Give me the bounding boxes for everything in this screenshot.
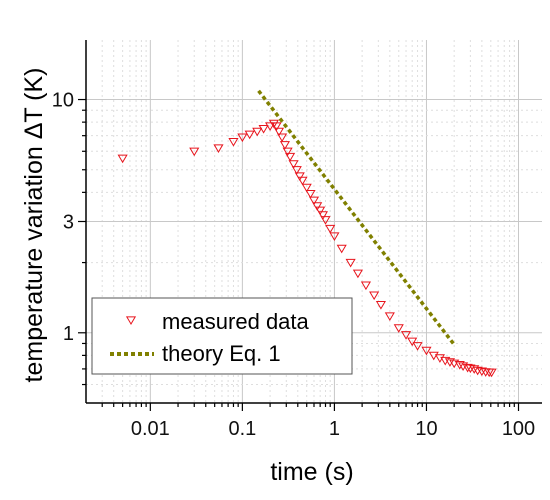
data-point	[268, 119, 279, 129]
data-point	[288, 160, 299, 169]
legend-marker-measured	[125, 316, 137, 325]
data-point	[454, 361, 465, 370]
plot-area	[117, 89, 497, 378]
data-point	[228, 137, 239, 147]
data-point	[252, 127, 263, 137]
x-tick-label: 0.1	[228, 418, 256, 440]
data-point	[117, 154, 128, 164]
legend-marker-triangle	[125, 316, 137, 325]
data-point	[462, 363, 473, 373]
data-point	[465, 364, 476, 374]
data-point	[352, 269, 363, 279]
legend-label-measured: measured data	[162, 309, 310, 334]
data-point	[345, 258, 356, 268]
data-point	[277, 133, 288, 143]
data-point	[486, 368, 497, 378]
data-point	[237, 133, 248, 143]
data-point	[273, 127, 285, 137]
data-point	[325, 224, 336, 234]
data-point	[308, 196, 320, 206]
data-point	[393, 324, 404, 333]
data-point	[369, 291, 380, 301]
data-point	[407, 337, 418, 347]
data-point	[476, 367, 487, 377]
data-point	[305, 189, 316, 199]
data-point	[312, 202, 323, 211]
data-point	[213, 144, 224, 153]
y-axis-title: temperature variation ΔT (K)	[20, 68, 48, 383]
data-point	[291, 166, 302, 175]
x-tick-label: 1	[329, 418, 340, 440]
data-point	[285, 152, 296, 162]
grid	[86, 40, 542, 403]
legend-box	[91, 297, 353, 375]
axes	[78, 40, 542, 411]
data-point	[320, 216, 331, 225]
tick-labels: 0.01 0.1 1 10 100 1 3 10	[52, 90, 535, 440]
y-tick-label: 3	[63, 212, 74, 234]
y-tick-label: 10	[52, 90, 74, 112]
y-tick-label: 1	[63, 323, 74, 345]
data-point	[375, 301, 386, 310]
x-axis-title: time (s)	[270, 458, 353, 486]
data-point	[297, 176, 308, 186]
x-tick-label: 100	[502, 418, 535, 440]
data-point	[294, 172, 305, 181]
data-point	[265, 122, 276, 131]
legend: measured data theory Eq. 1	[91, 297, 353, 375]
data-point	[244, 130, 255, 140]
data-point	[421, 346, 432, 356]
data-point	[282, 147, 293, 157]
theory-line	[257, 89, 456, 346]
data-point	[444, 358, 456, 367]
data-point	[315, 206, 326, 216]
data-point	[301, 183, 312, 193]
data-point	[469, 365, 480, 374]
data-point	[329, 232, 340, 241]
data-point	[317, 211, 328, 220]
legend-label-theory: theory Eq. 1	[162, 341, 281, 366]
data-point	[189, 147, 200, 157]
data-point	[279, 141, 291, 150]
x-tick-label: 0.01	[131, 418, 170, 440]
data-point	[336, 244, 347, 254]
data-point	[412, 342, 423, 351]
data-point	[384, 312, 395, 321]
data-point	[400, 331, 412, 340]
x-tick-label: 10	[415, 418, 437, 440]
data-point	[258, 125, 269, 134]
data-point	[360, 281, 372, 291]
data-point	[271, 122, 282, 131]
